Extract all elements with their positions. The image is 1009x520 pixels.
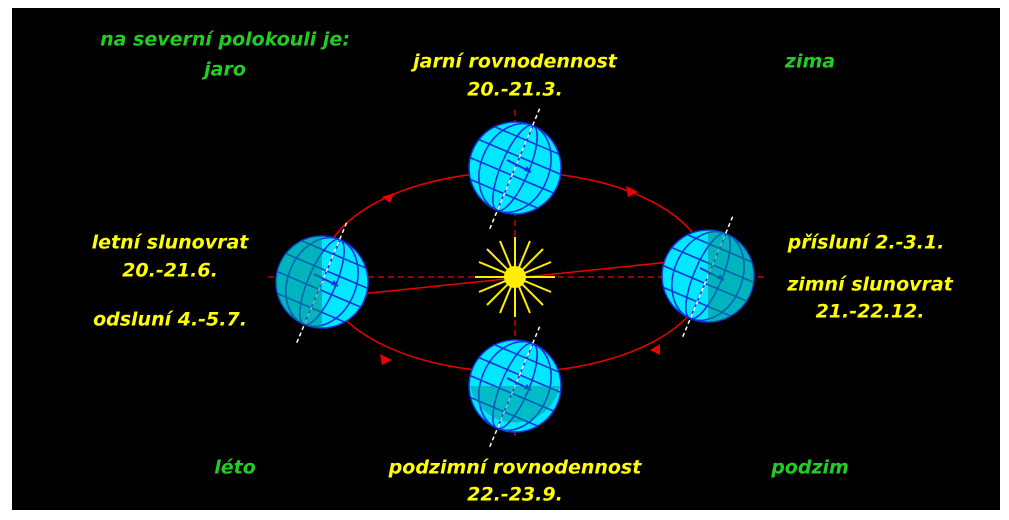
- position-date: 20.-21.3.: [467, 79, 563, 101]
- position-label: letní slunovrat: [92, 232, 250, 254]
- season: léto: [214, 457, 256, 479]
- diagram: na severní polokouli je: jaro zima léto …: [0, 0, 1009, 520]
- position-label: jarní rovnodennost: [410, 51, 618, 73]
- season: zima: [784, 51, 835, 73]
- season: podzim: [770, 457, 849, 479]
- position-label: zimní slunovrat: [786, 274, 954, 296]
- sun: [475, 237, 555, 317]
- season: jaro: [201, 59, 246, 81]
- heading: na severní polokouli je:: [100, 29, 350, 51]
- position-date: 22.-23.9.: [467, 484, 563, 506]
- position-date: 21.-22.12.: [816, 301, 925, 323]
- aphelion: odsluní 4.-5.7.: [93, 309, 247, 331]
- position-date: 20.-21.6.: [122, 260, 218, 282]
- perihelion: přísluní 2.-3.1.: [787, 232, 945, 254]
- position-label: podzimní rovnodennost: [388, 457, 643, 479]
